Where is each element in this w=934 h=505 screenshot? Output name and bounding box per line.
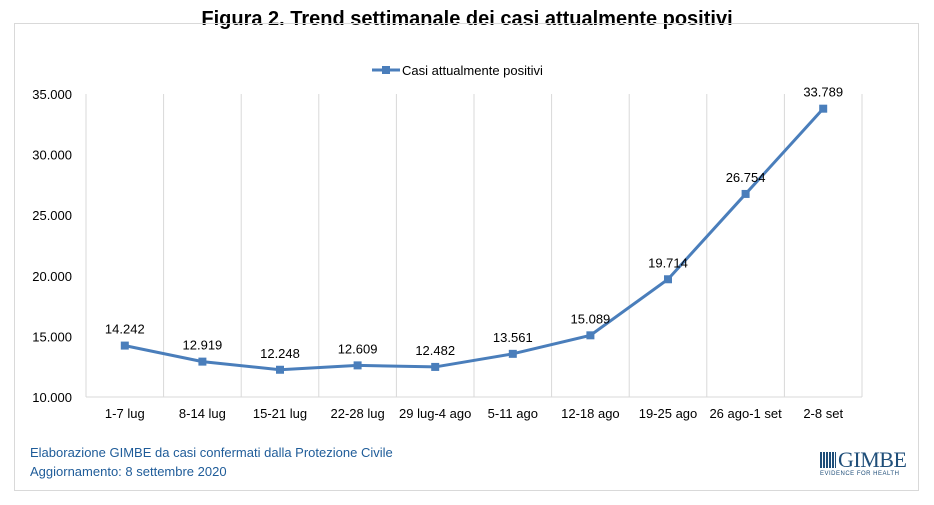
x-tick-label: 19-25 ago [639, 406, 698, 421]
data-label: 19.714 [648, 255, 688, 270]
data-point [431, 362, 440, 371]
x-tick-label: 5-11 ago [488, 406, 538, 421]
data-point [586, 331, 595, 340]
source-note: Elaborazione GIMBE da casi confermati da… [30, 445, 393, 460]
data-point [664, 275, 672, 284]
y-tick-label: 10.000 [32, 390, 72, 405]
x-tick-label: 2-8 set [803, 406, 843, 421]
data-point [508, 349, 517, 358]
y-tick-label: 15.000 [32, 329, 72, 344]
x-tick-label: 29 lug-4 ago [399, 406, 471, 421]
chart-frame [14, 23, 919, 491]
data-label: 12.919 [183, 338, 223, 353]
data-point [741, 189, 750, 198]
data-point [198, 357, 207, 366]
x-tick-label: 15-21 lug [253, 406, 307, 421]
legend-label: Casi attualmente positivi [402, 63, 543, 78]
x-tick-label: 26 ago-1 set [709, 406, 782, 421]
data-point [353, 361, 362, 370]
data-point [819, 104, 828, 113]
y-tick-label: 30.000 [32, 148, 72, 163]
data-label: 14.242 [105, 322, 145, 337]
data-point [120, 341, 129, 350]
data-label: 12.482 [415, 343, 455, 358]
gimbe-logo: GIMBE EVIDENCE FOR HEALTH [820, 447, 907, 477]
y-tick-label: 35.000 [32, 87, 72, 102]
data-point [276, 365, 284, 374]
x-tick-label: 1-7 lug [105, 406, 145, 421]
chart-title: Figura 2. Trend settimanale dei casi att… [201, 8, 733, 30]
data-label: 26.754 [726, 170, 766, 185]
y-tick-label: 20.000 [32, 269, 72, 284]
legend-marker [382, 66, 390, 74]
series-line [124, 107, 825, 372]
data-label: 12.609 [338, 341, 378, 356]
x-tick-label: 8-14 lug [179, 406, 226, 421]
data-label: 15.089 [571, 311, 611, 326]
x-tick-label: 12-18 ago [561, 406, 620, 421]
update-note: Aggiornamento: 8 settembre 2020 [30, 464, 227, 479]
y-tick-label: 25.000 [32, 208, 72, 223]
data-label: 13.561 [493, 330, 533, 345]
data-label: 12.248 [260, 346, 300, 361]
data-label: 33.789 [803, 85, 843, 100]
x-tick-label: 22-28 lug [330, 406, 384, 421]
